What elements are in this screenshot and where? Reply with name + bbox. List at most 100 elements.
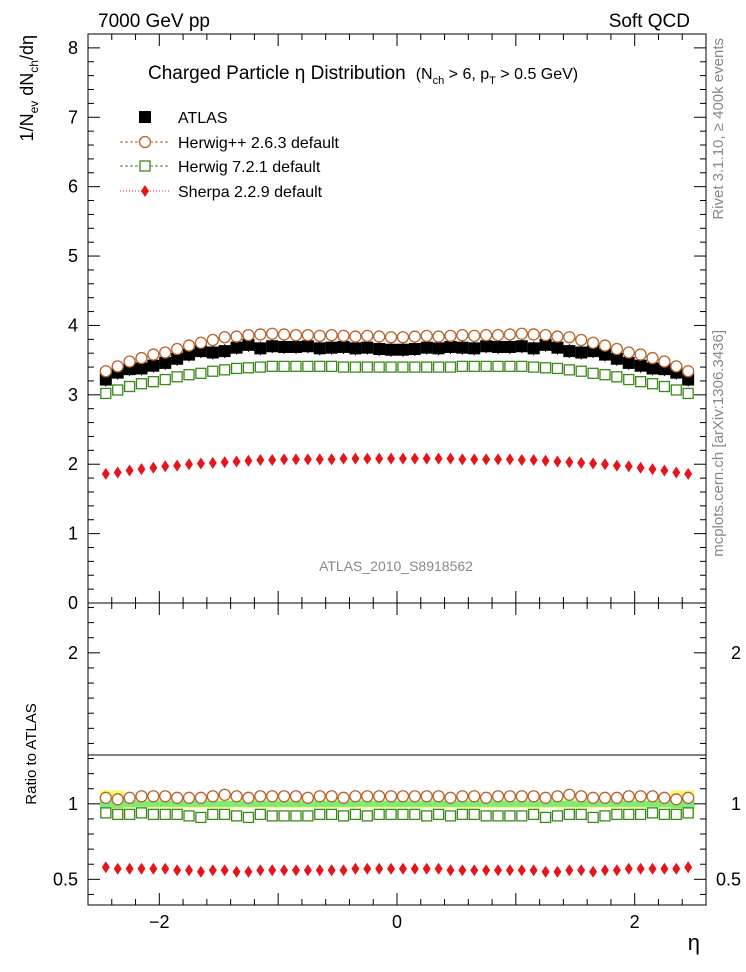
y-tick-label-top: 1 <box>68 524 78 544</box>
band-inner <box>551 800 564 807</box>
point-herwig7 <box>171 371 183 383</box>
top-panel-markers <box>99 327 695 480</box>
point-sherpa <box>446 452 455 465</box>
point-atlas <box>420 341 433 354</box>
point-herwigpp <box>515 327 528 340</box>
point-herwigpp <box>503 328 517 341</box>
point-herwig7 <box>516 360 528 373</box>
ratio-point-herwig7 <box>183 810 195 822</box>
side-label-bottom: mcplots.cern.ch [arXiv:1306.3436] <box>710 330 727 557</box>
ratio-point-herwigpp <box>622 790 635 803</box>
point-herwigpp <box>634 348 647 361</box>
ratio-point-herwigpp <box>218 788 231 801</box>
point-sherpa <box>315 453 324 466</box>
point-sherpa <box>220 456 229 469</box>
legend-marker-sherpa <box>141 185 149 197</box>
point-herwigpp <box>598 339 612 352</box>
band-inner <box>206 800 220 807</box>
point-atlas <box>575 346 588 359</box>
ratio-point-herwigpp <box>182 791 196 804</box>
point-herwigpp <box>575 333 588 347</box>
ratio-point-herwigpp <box>432 790 445 803</box>
point-herwig7 <box>266 360 278 373</box>
ratio-point-herwig7 <box>587 811 599 824</box>
point-atlas <box>563 345 576 358</box>
ratio-point-sherpa <box>446 864 455 877</box>
ratio-point-herwig7 <box>123 808 136 821</box>
y-tick-label-top: 2 <box>68 454 78 474</box>
point-atlas <box>539 338 552 351</box>
point-sherpa <box>434 452 443 465</box>
ratio-point-herwigpp <box>277 790 291 803</box>
ratio-point-herwig7 <box>135 807 148 819</box>
point-herwigpp <box>622 346 635 359</box>
point-herwigpp <box>468 329 481 342</box>
point-herwigpp <box>610 342 624 356</box>
ratio-point-herwigpp <box>111 793 124 806</box>
point-atlas <box>444 340 457 353</box>
band-inner <box>159 800 172 807</box>
band-inner <box>385 800 398 807</box>
point-sherpa <box>398 452 407 465</box>
ratio-point-herwig7 <box>551 810 564 822</box>
ratio-point-herwigpp <box>479 791 493 804</box>
point-herwig7 <box>599 369 611 381</box>
point-herwig7 <box>385 361 397 373</box>
plot-title: Charged Particle η Distribution (Nch > 6,… <box>148 63 578 87</box>
x-tick-label: 2 <box>630 912 640 932</box>
point-atlas <box>527 342 540 355</box>
ratio-point-herwigpp <box>301 791 315 804</box>
ratio-point-herwig7 <box>468 808 480 821</box>
point-herwig7 <box>230 362 243 375</box>
ratio-point-herwigpp <box>575 790 588 803</box>
point-sherpa <box>280 453 289 466</box>
band-inner <box>420 800 434 807</box>
point-herwigpp <box>313 329 326 342</box>
point-sherpa <box>494 453 503 466</box>
ratio-point-herwigpp <box>503 790 517 803</box>
ratio-point-herwig7 <box>207 808 219 821</box>
point-herwigpp <box>277 328 291 341</box>
ratio-point-herwig7 <box>421 810 433 822</box>
ratio-point-herwig7 <box>504 810 516 822</box>
ratio-point-herwig7 <box>195 811 207 824</box>
point-herwig7 <box>682 387 694 400</box>
band-inner <box>622 800 636 807</box>
point-sherpa <box>208 456 217 469</box>
point-sherpa <box>684 467 693 480</box>
point-herwig7 <box>397 361 409 373</box>
point-herwigpp <box>218 331 231 344</box>
ratio-point-sherpa <box>280 864 289 877</box>
band-inner <box>349 800 362 807</box>
point-herwigpp <box>206 333 219 347</box>
ratio-point-sherpa <box>494 864 503 877</box>
ratio-point-herwig7 <box>314 808 326 821</box>
ratio-point-sherpa <box>185 864 194 877</box>
ratio-point-sherpa <box>268 864 277 877</box>
point-herwigpp <box>384 331 398 344</box>
ratio-point-herwig7 <box>516 810 528 822</box>
ratio-point-herwigpp <box>170 791 184 804</box>
band-inner <box>135 800 148 807</box>
ratio-panel-markers <box>99 788 695 878</box>
point-sherpa <box>137 463 146 476</box>
point-sherpa <box>363 452 372 465</box>
point-atlas <box>135 362 148 375</box>
point-herwigpp <box>432 330 445 343</box>
point-herwig7 <box>325 360 338 373</box>
ratio-point-herwig7 <box>254 808 266 821</box>
point-herwigpp <box>254 328 267 341</box>
point-atlas <box>646 362 659 375</box>
point-sherpa <box>173 459 182 472</box>
y-tick-label-ratio-right: 2 <box>731 643 741 663</box>
ratio-point-herwig7 <box>325 808 338 821</box>
point-herwigpp <box>658 355 671 368</box>
point-herwigpp <box>170 342 184 356</box>
ratio-point-sherpa <box>113 862 122 875</box>
point-herwig7 <box>563 364 575 376</box>
band-inner <box>147 800 160 807</box>
point-herwigpp <box>408 330 421 343</box>
band-inner <box>492 800 505 807</box>
point-herwig7 <box>219 364 231 376</box>
